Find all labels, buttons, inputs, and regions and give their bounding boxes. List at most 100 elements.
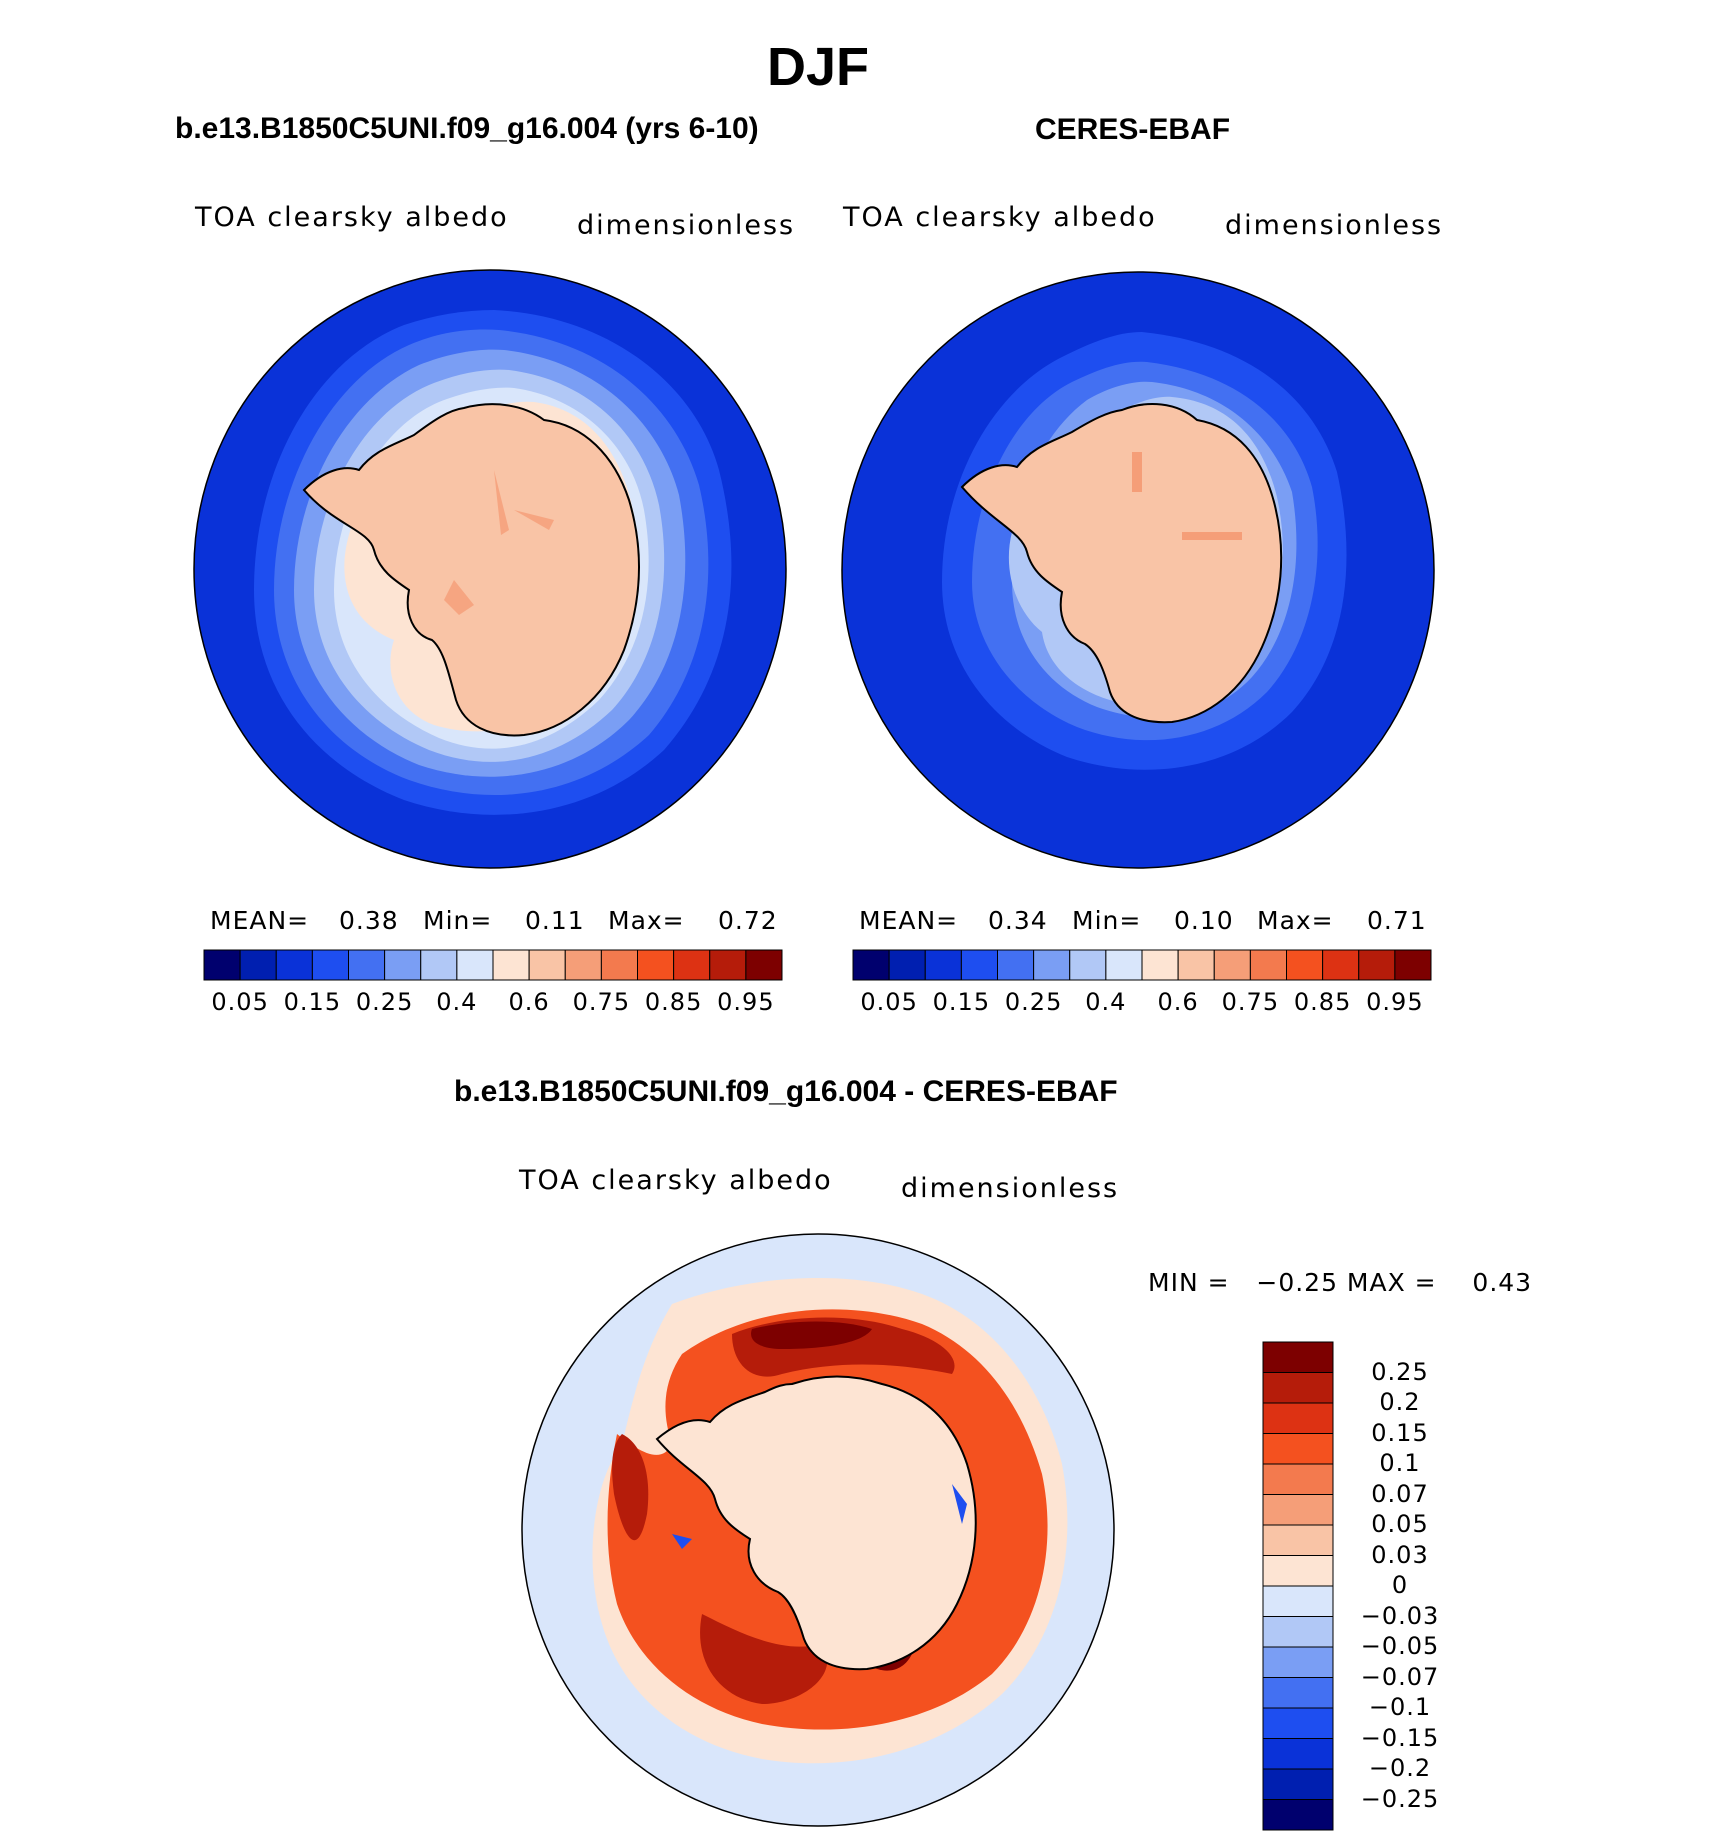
- difference-colorbar-swatch: [1262, 1494, 1334, 1526]
- difference-colorbar: [1262, 1341, 1334, 1831]
- difference-colorbar-tick-label: −0.05: [1360, 1632, 1440, 1660]
- obs-colorbar-swatch: [1322, 949, 1360, 981]
- panel2-variable-label: TOA clearsky albedo: [843, 202, 1157, 233]
- difference-colorbar-swatch: [1262, 1677, 1334, 1709]
- obs-colorbar-swatch: [1249, 949, 1287, 981]
- difference-colorbar-tick-label: 0.25: [1371, 1357, 1429, 1386]
- obs-colorbar-labels: 0.05 0.15 0.25 0.4 0.6 0.75 0.85 0.95: [853, 988, 1431, 1018]
- model-colorbar-tick-label: 0.85: [644, 988, 703, 1016]
- difference-colorbar-tick-label: 0.2: [1379, 1388, 1421, 1416]
- model-colorbar-tick-label: 0.05: [211, 988, 269, 1016]
- obs-colorbar-tick-label: 0.85: [1293, 988, 1352, 1016]
- figure-title: DJF: [766, 37, 869, 97]
- difference-map: [521, 1233, 1115, 1827]
- model-colorbar-tick-label: 0.25: [355, 988, 414, 1016]
- panel2-mean-value: 0.34: [988, 906, 1048, 935]
- model-colorbar-swatch: [528, 949, 566, 981]
- difference-colorbar-tick-label: −0.07: [1360, 1662, 1440, 1691]
- panel2-max-value: 0.71: [1367, 906, 1427, 935]
- model-colorbar-swatch: [348, 949, 386, 981]
- diff-minmax-label: MIN = −0.25 MAX = 0.43: [1148, 1268, 1533, 1297]
- panel2-max-label: Max=: [1257, 906, 1334, 935]
- difference-colorbar-labels: 0.25 0.2 0.15 0.1 0.07 0.05 0.03 0 −0.03 −0.05 −0.…: [1340, 1342, 1460, 1830]
- difference-colorbar-tick-label: −0.1: [1368, 1693, 1432, 1721]
- panel2-units-label: dimensionless: [1225, 210, 1444, 241]
- model-colorbar-swatch: [275, 949, 313, 981]
- difference-colorbar-tick-label: 0: [1391, 1571, 1409, 1599]
- obs-colorbar-swatch: [888, 949, 926, 981]
- model-colorbar-swatch: [311, 949, 349, 981]
- diff-variable-label: TOA clearsky albedo: [519, 1165, 833, 1196]
- model-colorbar-tick-label: 0.95: [717, 988, 775, 1016]
- difference-colorbar-swatch: [1262, 1524, 1334, 1556]
- difference-colorbar-swatch: [1262, 1768, 1334, 1800]
- obs-colorbar-swatch: [1177, 949, 1215, 981]
- model-colorbar-swatch: [492, 949, 530, 981]
- model-colorbar-swatch: [384, 949, 422, 981]
- model-colorbar-swatch: [564, 949, 602, 981]
- model-colorbar-swatch: [673, 949, 711, 981]
- obs-albedo-map: [841, 271, 1435, 869]
- panel2-mean-label: MEAN=: [859, 906, 959, 935]
- model-colorbar-tick-label: 0.15: [283, 988, 342, 1016]
- panel1-max-label: Max=: [608, 906, 685, 935]
- difference-colorbar-tick-label: 0.07: [1371, 1479, 1429, 1508]
- difference-colorbar-swatch: [1262, 1799, 1334, 1831]
- obs-colorbar-swatch: [1141, 949, 1179, 981]
- panel1-mean-value: 0.38: [339, 906, 399, 935]
- difference-colorbar-tick-label: 0.05: [1371, 1510, 1429, 1538]
- obs-colorbar-tick-label: 0.05: [860, 988, 918, 1016]
- panel2-heading: CERES-EBAF: [1035, 113, 1231, 146]
- difference-colorbar-tick-label: 0.03: [1371, 1540, 1429, 1569]
- model-colorbar-swatch: [239, 949, 277, 981]
- obs-colorbar-swatch: [1033, 949, 1071, 981]
- model-colorbar-labels: 0.05 0.15 0.25 0.4 0.6 0.75 0.85 0.95: [204, 988, 782, 1018]
- obs-colorbar-swatch: [852, 949, 890, 981]
- model-colorbar-swatch: [456, 949, 494, 981]
- difference-colorbar-tick-label: −0.25: [1360, 1784, 1440, 1813]
- difference-colorbar-swatch: [1262, 1433, 1334, 1465]
- obs-colorbar-swatch: [1213, 949, 1251, 981]
- model-colorbar: [203, 949, 783, 981]
- difference-colorbar-swatch: [1262, 1463, 1334, 1495]
- panel1-heading: b.e13.B1850C5UNI.f09_g16.004 (yrs 6-10): [175, 112, 759, 145]
- obs-colorbar-swatch: [1105, 949, 1143, 981]
- obs-colorbar-swatch: [960, 949, 998, 981]
- panel1-mean-label: MEAN=: [210, 906, 310, 935]
- model-colorbar-swatch: [600, 949, 638, 981]
- obs-colorbar-swatch: [997, 949, 1035, 981]
- panel1-min-label: Min=: [423, 906, 493, 935]
- panel1-min-value: 0.11: [525, 906, 585, 935]
- obs-colorbar-swatch: [1358, 949, 1396, 981]
- model-colorbar-tick-label: 0.4: [436, 988, 478, 1016]
- model-albedo-map: [193, 269, 787, 869]
- panel1-units-label: dimensionless: [577, 210, 796, 241]
- difference-colorbar-swatch: [1262, 1372, 1334, 1404]
- obs-colorbar-tick-label: 0.75: [1221, 988, 1280, 1016]
- obs-colorbar-tick-label: 0.15: [932, 988, 991, 1016]
- difference-colorbar-swatch: [1262, 1646, 1334, 1678]
- obs-colorbar-tick-label: 0.4: [1085, 988, 1127, 1016]
- model-colorbar-tick-label: 0.6: [508, 988, 550, 1016]
- obs-colorbar-swatch: [1394, 949, 1432, 981]
- obs-colorbar-swatch: [924, 949, 962, 981]
- panel2-min-label: Min=: [1072, 906, 1142, 935]
- obs-colorbar-swatch: [1286, 949, 1324, 981]
- difference-colorbar-tick-label: −0.2: [1368, 1754, 1432, 1782]
- difference-colorbar-swatch: [1262, 1616, 1334, 1648]
- model-colorbar-swatch: [203, 949, 241, 981]
- obs-colorbar-swatch: [1069, 949, 1107, 981]
- difference-heading: b.e13.B1850C5UNI.f09_g16.004 - CERES-EBA…: [454, 1075, 1118, 1108]
- difference-colorbar-swatch: [1262, 1402, 1334, 1434]
- model-colorbar-swatch: [709, 949, 747, 981]
- difference-colorbar-tick-label: −0.03: [1360, 1601, 1440, 1630]
- model-colorbar-swatch: [637, 949, 675, 981]
- obs-colorbar-tick-label: 0.6: [1157, 988, 1199, 1016]
- model-colorbar-tick-label: 0.75: [572, 988, 631, 1016]
- difference-colorbar-tick-label: 0.1: [1379, 1449, 1421, 1477]
- model-colorbar-swatch: [420, 949, 458, 981]
- difference-colorbar-swatch: [1262, 1341, 1334, 1373]
- obs-colorbar-tick-label: 0.25: [1004, 988, 1063, 1016]
- diff-units-label: dimensionless: [901, 1173, 1120, 1204]
- difference-colorbar-swatch: [1262, 1738, 1334, 1770]
